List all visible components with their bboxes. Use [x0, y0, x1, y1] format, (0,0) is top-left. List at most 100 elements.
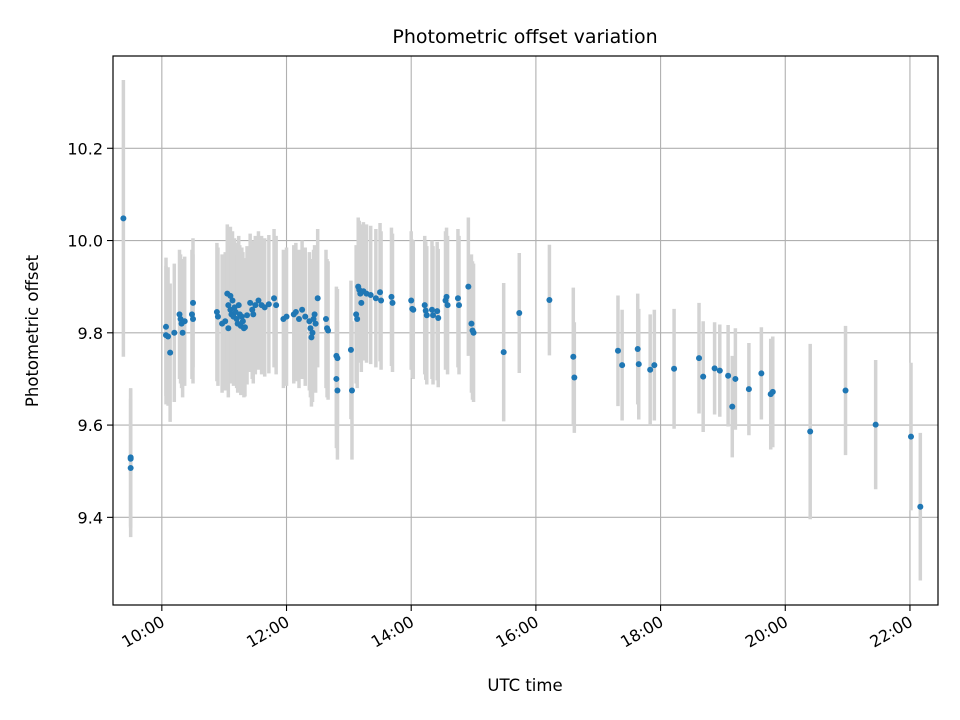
data-point: [758, 370, 765, 377]
data-point: [255, 297, 262, 304]
data-point: [295, 315, 302, 322]
data-point: [229, 297, 236, 304]
data-point: [421, 302, 428, 309]
data-point: [378, 297, 385, 304]
data-point: [745, 386, 752, 393]
data-point: [635, 361, 642, 368]
data-point: [367, 291, 374, 298]
data-point: [354, 315, 361, 322]
y-axis-label: Photometric offset: [23, 254, 42, 407]
data-point: [423, 312, 430, 319]
data-point: [468, 320, 475, 327]
data-point: [546, 297, 553, 304]
data-point: [571, 374, 578, 381]
data-point: [619, 362, 626, 369]
y-tick-label: 9.8: [78, 324, 103, 343]
data-point: [410, 306, 417, 313]
data-point: [443, 293, 450, 300]
data-point: [388, 293, 395, 300]
data-point: [302, 313, 309, 320]
y-tick-label: 10.0: [67, 232, 103, 251]
data-point: [299, 306, 306, 313]
data-point: [516, 309, 523, 316]
data-point: [225, 302, 232, 309]
data-point: [127, 455, 134, 462]
data-point: [907, 433, 914, 440]
data-point: [570, 353, 577, 360]
data-point: [188, 311, 195, 318]
data-point: [348, 387, 355, 394]
data-point: [241, 324, 248, 331]
data-point: [307, 325, 314, 332]
data-point: [700, 373, 707, 380]
data-point: [711, 365, 718, 372]
data-point: [165, 333, 172, 340]
plot-area-frame: [112, 55, 939, 606]
data-point: [454, 295, 461, 302]
data-point: [181, 318, 188, 325]
y-tick-label: 9.6: [78, 416, 103, 435]
y-tick-label: 9.4: [78, 508, 103, 527]
data-point: [430, 312, 437, 319]
data-point: [465, 283, 472, 290]
data-point: [250, 311, 257, 318]
data-point: [333, 375, 340, 382]
data-point: [696, 355, 703, 362]
data-point: [334, 355, 341, 362]
data-point: [252, 302, 259, 309]
data-point: [308, 334, 315, 341]
data-point: [312, 320, 319, 327]
data-point: [725, 372, 732, 379]
data-point: [353, 311, 360, 318]
data-point: [428, 306, 435, 313]
data-point: [225, 325, 232, 332]
data-point: [283, 313, 290, 320]
data-point: [171, 329, 178, 336]
data-point: [716, 367, 723, 374]
data-point: [239, 318, 246, 325]
data-point: [358, 299, 365, 306]
data-point: [634, 345, 641, 352]
data-point: [647, 366, 654, 373]
data-point: [325, 327, 332, 334]
data-point: [190, 315, 197, 322]
data-point: [434, 308, 441, 315]
data-point: [310, 315, 317, 322]
data-point: [334, 387, 341, 394]
x-axis-label: UTC time: [487, 676, 562, 695]
data-point: [389, 299, 396, 306]
data-point: [261, 304, 268, 311]
data-point: [271, 295, 278, 302]
data-point: [233, 315, 240, 322]
data-point: [872, 421, 879, 428]
data-point: [435, 315, 442, 322]
data-point: [222, 318, 229, 325]
data-point: [292, 309, 299, 316]
data-point: [190, 299, 197, 306]
data-point: [176, 311, 183, 318]
data-point: [273, 302, 280, 309]
data-point: [227, 292, 234, 299]
data-point: [408, 297, 415, 304]
data-point: [372, 295, 379, 302]
data-point: [247, 299, 254, 306]
data-point: [470, 329, 477, 336]
data-point: [444, 302, 451, 309]
data-point: [729, 403, 736, 410]
data-point: [244, 312, 251, 319]
data-point: [249, 306, 256, 313]
data-point: [213, 309, 220, 316]
data-point: [422, 307, 429, 314]
data-point: [235, 302, 242, 309]
data-point: [309, 329, 316, 336]
data-point: [179, 329, 186, 336]
data-point: [500, 349, 507, 356]
data-point: [311, 311, 318, 318]
data-point: [162, 323, 169, 330]
data-point: [314, 295, 321, 302]
y-tick-label: 10.2: [67, 139, 103, 158]
data-point: [917, 503, 924, 510]
data-point: [214, 313, 221, 320]
